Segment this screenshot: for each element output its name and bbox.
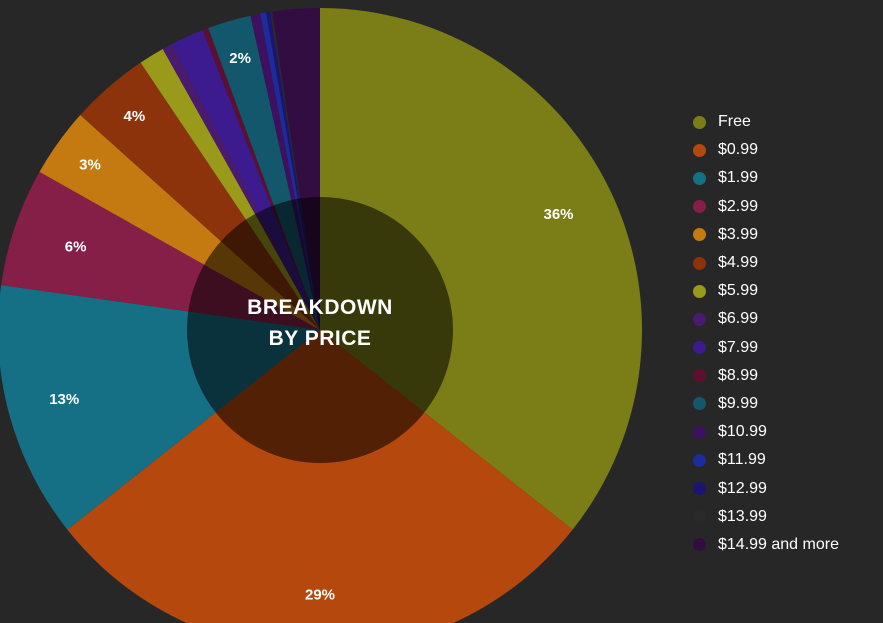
legend-swatch [693,312,706,326]
legend-item: $2.99 [693,193,839,221]
center-overlay [187,197,453,463]
legend-label: $3.99 [718,225,759,243]
legend-item: $10.99 [693,418,839,446]
legend-swatch [693,397,706,411]
legend-swatch [693,115,706,129]
legend-swatch [693,369,706,383]
legend-item: $11.99 [693,446,839,474]
legend-swatch [693,200,706,214]
legend-item: $3.99 [693,221,839,249]
slice-percent-label: 2% [229,50,251,67]
legend-item: $9.99 [693,390,839,418]
legend: Free $0.99 $1.99 $2.99 $3.99 $4.99 $5.99 $6.99 $… [693,108,839,559]
legend-label: $5.99 [718,282,759,300]
slice-percent-label: 6% [65,239,87,256]
slice-percent-label: 29% [305,587,335,604]
legend-label: $0.99 [718,141,759,159]
legend-label: $1.99 [718,169,759,187]
legend-label: $13.99 [718,507,767,525]
chart-title-line: BY PRICE [269,327,372,350]
legend-swatch [693,453,706,467]
slice-labels: 36% 29% 13% 6% 3% 4% 2% [49,50,573,603]
legend-item: $13.99 [693,503,839,531]
slice-percent-label: 4% [124,108,146,125]
legend-label: $7.99 [718,338,759,356]
pie-slice [67,330,573,623]
legend-label: $8.99 [718,366,759,384]
legend-item: $14.99 and more [693,531,839,559]
legend-label: $2.99 [718,197,759,215]
legend-swatch [693,538,706,552]
legend-label: $4.99 [718,254,759,272]
legend-item: Free [693,108,839,136]
legend-swatch [693,510,706,524]
legend-label: $14.99 and more [718,535,839,553]
slice-percent-label: 36% [543,206,573,223]
legend-swatch [693,171,706,185]
slice-percent-label: 13% [49,391,79,408]
pie-slice [320,8,642,530]
legend-item: $8.99 [693,362,839,390]
legend-swatch [693,228,706,242]
legend-swatch [693,256,706,270]
legend-label: Free [718,113,751,131]
legend-label: $12.99 [718,479,767,497]
legend-item: $12.99 [693,474,839,502]
legend-swatch [693,143,706,157]
legend-label: $10.99 [718,423,767,441]
legend-item: $7.99 [693,334,839,362]
chart-title-line: BREAKDOWN [247,296,393,319]
legend-item: $0.99 [693,136,839,164]
legend-item: $1.99 [693,164,839,192]
legend-label: $9.99 [718,394,759,412]
legend-item: $5.99 [693,277,839,305]
legend-label: $11.99 [718,451,766,469]
chart-title: BREAKDOWN BY PRICE [247,296,393,350]
slice-percent-label: 3% [79,157,101,174]
legend-item: $4.99 [693,249,839,277]
legend-swatch [693,341,706,355]
legend-swatch [693,425,706,439]
legend-swatch [693,284,706,298]
legend-swatch [693,482,706,496]
legend-label: $6.99 [718,310,759,328]
legend-item: $6.99 [693,305,839,333]
